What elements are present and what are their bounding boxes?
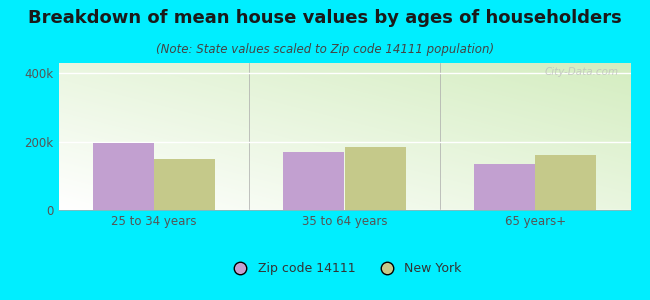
Bar [474,164,535,210]
Legend: Zip code 14111, New York: Zip code 14111, New York [222,257,467,280]
Bar [344,147,406,210]
Text: (Note: State values scaled to Zip code 14111 population): (Note: State values scaled to Zip code 1… [156,44,494,56]
Text: Breakdown of mean house values by ages of householders: Breakdown of mean house values by ages o… [28,9,622,27]
Text: City-Data.com: City-Data.com [545,68,619,77]
Bar [283,152,344,210]
Bar [535,154,596,210]
Bar [93,143,154,210]
Bar [154,159,215,210]
